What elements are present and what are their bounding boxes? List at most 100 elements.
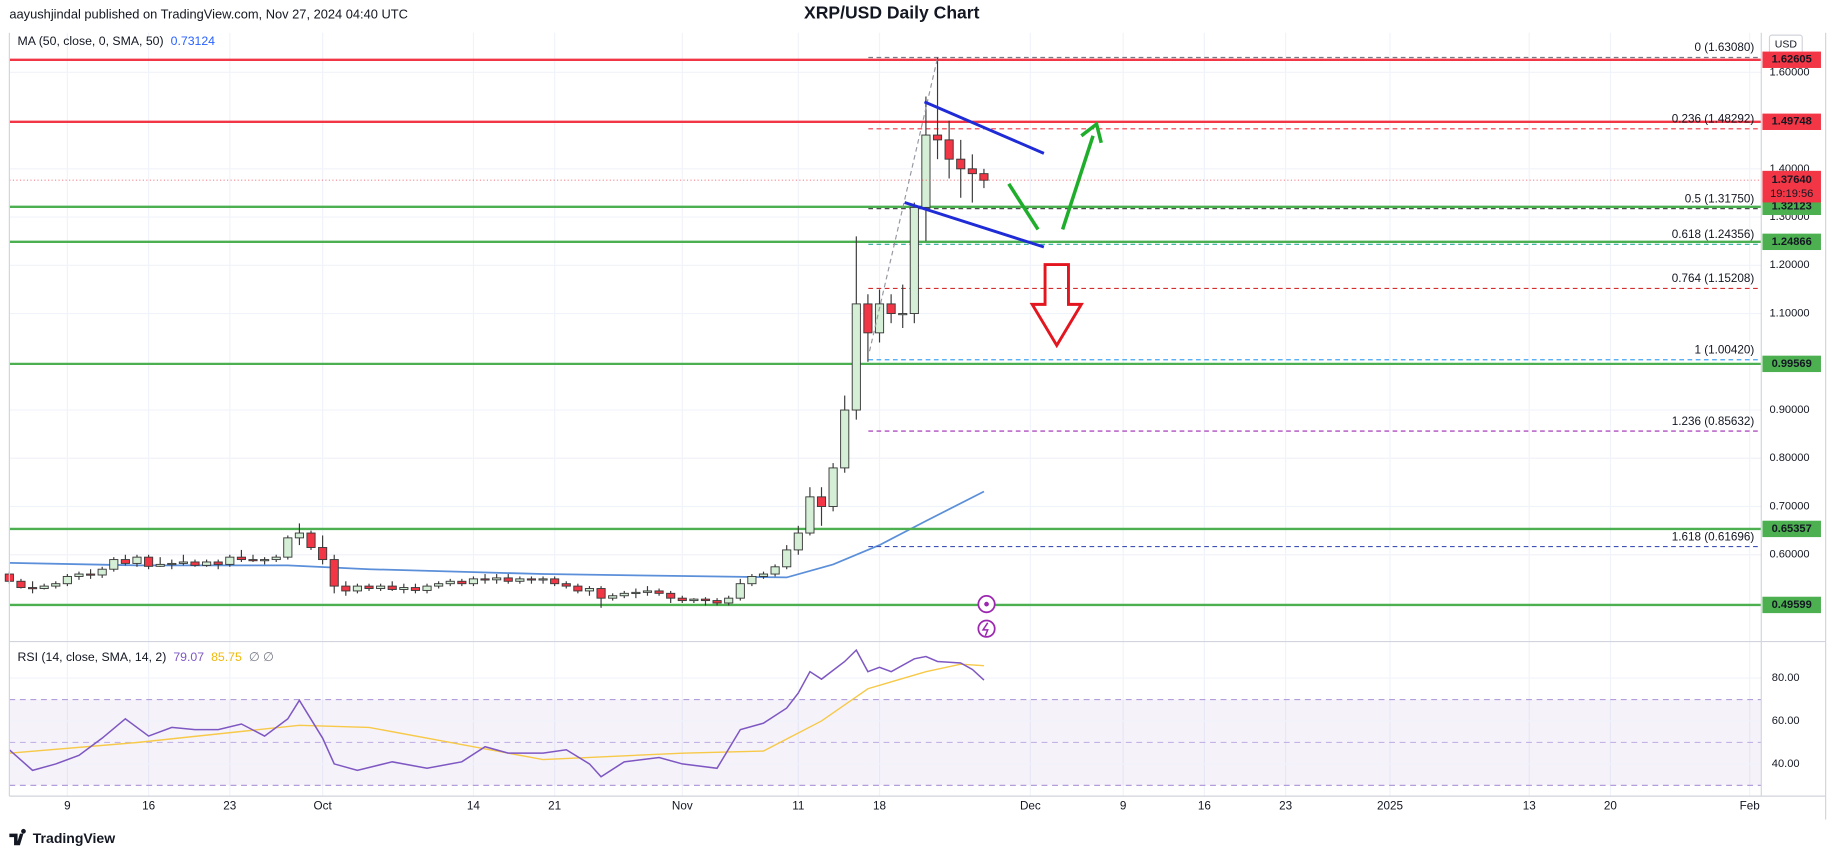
candle-body xyxy=(921,134,931,208)
green-arrow-up xyxy=(1060,135,1095,231)
level-tag xyxy=(1762,51,1821,68)
currency: USD xyxy=(1775,38,1798,50)
level-label: 0.99569 xyxy=(1772,358,1812,370)
x-tick-label: 21 xyxy=(548,800,561,813)
candle-body xyxy=(120,559,130,564)
fib-label: 1.236 (0.85632) xyxy=(1672,415,1755,428)
candle-body xyxy=(86,573,96,576)
ma-legend: MA (50, close, 0, SMA, 50) 0.73124 xyxy=(18,34,216,48)
level-tag xyxy=(1762,520,1821,538)
candle-body xyxy=(213,561,223,565)
candle-body xyxy=(480,578,490,581)
candle-body xyxy=(468,578,479,585)
rsi-extra: ∅ ∅ xyxy=(249,650,274,664)
candle-body xyxy=(515,578,525,582)
candle-body xyxy=(341,585,351,592)
candle-body xyxy=(74,573,84,577)
level-tag xyxy=(1762,113,1821,130)
x-tick-label: 16 xyxy=(1198,800,1211,813)
candle-body xyxy=(608,595,618,599)
candle-body xyxy=(654,590,664,594)
plot-area: 0 (1.63080) 0.236 (1.48292) 0.5 (1.31750) 0… xyxy=(4,32,1762,797)
rsi-ma-line xyxy=(9,663,985,761)
candle-body xyxy=(700,598,711,602)
candle-body xyxy=(306,532,316,548)
candle-body xyxy=(538,578,548,581)
candle-body xyxy=(898,313,908,316)
fib-label: 1.618 (0.61696) xyxy=(1672,530,1755,543)
candle-body xyxy=(666,592,676,599)
channel-upper xyxy=(923,100,1045,155)
candle-body xyxy=(584,588,595,592)
x-tick-label: 9 xyxy=(1120,800,1127,813)
x-tick-label: 14 xyxy=(467,800,480,813)
countdown-label: 19:19:56 xyxy=(1770,188,1813,200)
candle-body xyxy=(271,556,281,561)
x-tick-label: 23 xyxy=(223,800,236,813)
green-arrow-head xyxy=(1080,121,1103,144)
candle-body xyxy=(816,496,827,507)
candle-body xyxy=(387,585,397,590)
x-tick-label: Oct xyxy=(314,800,333,813)
candle-body xyxy=(944,139,954,160)
rsi-name: RSI (14, close, SMA, 14, 2) xyxy=(18,650,167,664)
event-icon[interactable] xyxy=(977,619,996,638)
x-tick-label: 16 xyxy=(142,800,155,813)
fib-trend-line xyxy=(868,58,938,352)
candle-body xyxy=(410,587,420,591)
brand-logo xyxy=(9,828,26,846)
rsi-tick-label: 60.00 xyxy=(1772,715,1800,727)
candle-body xyxy=(144,556,154,567)
candle-body xyxy=(376,585,386,589)
x-tick-label: Nov xyxy=(672,800,693,813)
level-tag xyxy=(1762,233,1821,251)
last-price-label: 1.37640 xyxy=(1772,174,1812,186)
candle-body xyxy=(932,134,943,141)
published-line: aayushjindal published on TradingView.co… xyxy=(9,7,408,22)
y-tick-label: 1.10000 xyxy=(1769,307,1809,319)
brand: TradingView xyxy=(9,828,115,846)
candle-body xyxy=(178,561,188,564)
event-icon-bolt xyxy=(981,622,989,637)
ma-name: MA (50, close, 0, SMA, 50) xyxy=(18,34,164,48)
y-tick-label: 0.90000 xyxy=(1769,404,1809,416)
candle-body xyxy=(724,597,734,604)
candle-body xyxy=(39,585,49,589)
candle-body xyxy=(260,559,270,562)
candle-body xyxy=(318,547,328,561)
candle-body xyxy=(434,583,444,587)
y-tick-label: 0.60000 xyxy=(1769,549,1809,561)
level-label: 1.24866 xyxy=(1772,236,1812,248)
x-tick-label: 23 xyxy=(1279,800,1292,813)
candle-body xyxy=(677,597,687,602)
candle-body xyxy=(236,556,246,561)
x-tick-label: 13 xyxy=(1523,800,1536,813)
red-down-arrow xyxy=(1029,263,1084,349)
candle-body xyxy=(828,467,838,507)
candle-body xyxy=(863,303,873,334)
candle-body xyxy=(283,537,293,558)
candle-body xyxy=(248,559,258,562)
x-tick-label: Feb xyxy=(1740,800,1761,813)
rsi-value: 79.07 xyxy=(173,650,204,664)
candle-body xyxy=(526,578,537,581)
level-label: 1.49748 xyxy=(1772,116,1812,128)
candle-body xyxy=(712,600,722,604)
candle-body xyxy=(967,168,977,175)
y-tick-label: 1.60000 xyxy=(1769,66,1809,78)
candle-body xyxy=(851,303,861,411)
candle-body xyxy=(399,587,409,590)
fib-label: 0.236 (1.48292) xyxy=(1672,113,1755,126)
candle-body xyxy=(642,590,653,593)
candle-body xyxy=(874,303,885,334)
candle-body xyxy=(770,566,780,575)
candle-body xyxy=(619,592,629,597)
candle-body xyxy=(109,559,119,570)
level-tag xyxy=(1762,355,1821,373)
level-tag xyxy=(1762,198,1821,216)
candle-body xyxy=(225,556,235,565)
candle-body xyxy=(956,158,966,170)
candle-body xyxy=(735,583,745,599)
candle-body xyxy=(202,561,212,566)
last-price-tag xyxy=(1762,170,1821,203)
